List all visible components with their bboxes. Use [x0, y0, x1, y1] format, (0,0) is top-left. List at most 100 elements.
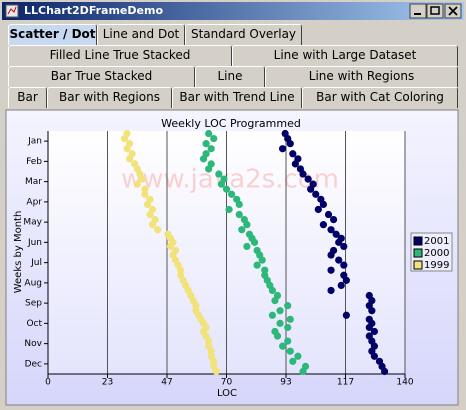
- x-tick-label: 70: [221, 378, 233, 388]
- point: [268, 286, 276, 295]
- point: [286, 140, 294, 148]
- point: [273, 332, 282, 340]
- tab[interactable]: Line: [195, 66, 265, 87]
- legend-swatch: [413, 248, 423, 258]
- point: [340, 242, 348, 251]
- tab[interactable]: Scatter / Dot: [8, 24, 97, 45]
- point: [141, 185, 149, 193]
- x-tick-label: 0: [45, 378, 51, 388]
- point: [212, 367, 220, 376]
- point: [126, 155, 134, 163]
- legend-swatch: [413, 260, 423, 270]
- point: [243, 221, 251, 229]
- point: [289, 150, 297, 158]
- point: [253, 261, 261, 269]
- point: [335, 256, 343, 264]
- tab[interactable]: Filled Line True Stacked: [8, 45, 232, 66]
- tab[interactable]: Line and Dot: [97, 24, 185, 45]
- point: [286, 315, 294, 323]
- point: [370, 327, 378, 336]
- tab[interactable]: Line with Regions: [265, 66, 458, 87]
- point: [210, 134, 218, 143]
- tab[interactable]: Bar True Stacked: [8, 66, 195, 87]
- point: [337, 281, 345, 290]
- point: [327, 251, 335, 259]
- point: [319, 221, 327, 229]
- y-tick-label: Jan: [27, 137, 42, 147]
- point: [276, 319, 284, 327]
- y-tick-label: Aug: [24, 278, 42, 288]
- point: [370, 352, 378, 360]
- legend-label: 2001: [424, 236, 449, 247]
- point: [314, 205, 322, 214]
- point: [133, 180, 141, 188]
- point: [154, 226, 162, 234]
- tab[interactable]: Bar: [8, 87, 47, 108]
- point: [342, 276, 350, 284]
- point: [327, 286, 335, 295]
- y-axis-label: Weeks by Month: [13, 211, 24, 294]
- point: [327, 226, 335, 234]
- point: [312, 190, 320, 198]
- point: [143, 200, 152, 209]
- point: [332, 230, 340, 238]
- point: [166, 242, 174, 251]
- title-bar: LLChart2DFrameDemo: [2, 2, 464, 20]
- point: [284, 323, 292, 332]
- point: [217, 180, 225, 188]
- tab[interactable]: Bar with Cat Coloring: [302, 87, 458, 108]
- y-tick-label: Jul: [30, 258, 42, 268]
- point: [289, 357, 297, 365]
- chart-title: Weekly LOC Programmed: [161, 117, 301, 130]
- point: [243, 242, 251, 251]
- y-tick-label: Feb: [26, 157, 42, 167]
- x-tick-label: 140: [396, 378, 413, 388]
- x-tick-label: 117: [337, 378, 354, 388]
- point: [202, 140, 210, 148]
- point: [324, 210, 333, 219]
- point: [381, 367, 389, 376]
- y-tick-label: Apr: [26, 197, 42, 207]
- x-tick-label: 47: [161, 378, 172, 388]
- point: [225, 205, 233, 214]
- tab[interactable]: Line with Large Dataset: [232, 45, 458, 66]
- point: [268, 311, 276, 319]
- point: [304, 175, 312, 183]
- tab[interactable]: Bar with Regions: [47, 87, 172, 108]
- minimize-button[interactable]: [409, 3, 427, 19]
- point: [319, 200, 327, 209]
- y-tick-label: May: [23, 218, 42, 228]
- point: [192, 302, 200, 310]
- point: [294, 352, 302, 360]
- point: [199, 155, 208, 163]
- point: [299, 170, 307, 178]
- point: [235, 200, 243, 209]
- point: [207, 347, 215, 355]
- point: [222, 185, 231, 193]
- title-icons: [5, 3, 462, 19]
- tab[interactable]: Bar with Trend Line: [172, 87, 302, 108]
- point: [210, 357, 218, 365]
- close-button[interactable]: [444, 3, 462, 19]
- point: [340, 261, 348, 269]
- point: [365, 323, 373, 332]
- y-tick-label: Oct: [26, 319, 42, 329]
- y-tick-label: Dec: [25, 359, 42, 369]
- point: [141, 190, 149, 198]
- point: [205, 129, 213, 138]
- point: [342, 311, 350, 319]
- y-tick-label: Mar: [25, 177, 42, 187]
- point: [215, 170, 223, 178]
- maximize-button[interactable]: [426, 3, 444, 19]
- point: [123, 145, 131, 153]
- point: [120, 134, 129, 143]
- y-tick-label: Nov: [24, 339, 42, 349]
- point: [307, 185, 315, 193]
- point: [330, 215, 338, 224]
- point: [261, 266, 269, 274]
- tab[interactable]: Standard Overlay: [185, 24, 302, 45]
- point: [291, 160, 299, 168]
- point: [250, 238, 259, 246]
